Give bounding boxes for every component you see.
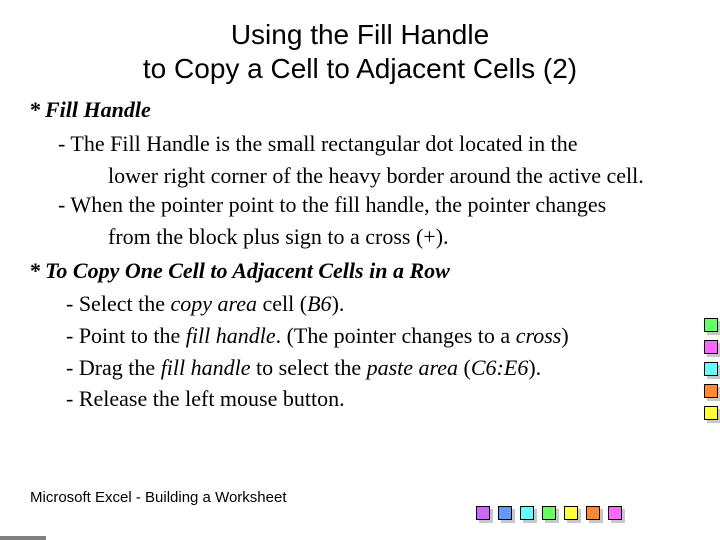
step-line: - Drag the fill handle to select the pas… [45,353,690,383]
slide-title: Using the Fill Handle to Copy a Cell to … [30,18,690,85]
slide: Using the Fill Handle to Copy a Cell to … [0,0,720,540]
text: lower right corner of the heavy border a… [108,163,644,188]
topic-head: Fill Handle [45,97,151,122]
bullet-icon: * [30,97,41,122]
topic-head: To Copy One Cell to Adjacent Cells in a … [45,258,450,283]
text-italic: copy area [170,291,257,316]
step-line: - Release the left mouse button. [45,384,690,414]
text: . (The pointer changes to a [276,323,516,348]
text: - Release the left mouse button. [66,386,345,411]
body-line: lower right corner of the heavy border a… [30,161,690,191]
deco-square-icon [704,318,720,334]
text: ) [561,323,568,348]
text: ( [458,355,471,380]
text-italic: fill handle [161,355,251,380]
text: - When the pointer point to the fill han… [58,192,606,217]
deco-square-icon [704,340,720,356]
slide-content: *Fill Handle - The Fill Handle is the sm… [30,95,690,414]
body-line: - When the pointer point to the fill han… [45,190,690,220]
text: from the block plus sign to a cross (+). [108,224,449,249]
text-italic: fill handle [186,323,276,348]
bullet-icon: * [30,258,41,283]
text: - Drag the [66,355,161,380]
text: cell ( [257,291,307,316]
text: - Select the [66,291,170,316]
deco-square-icon [564,506,580,522]
deco-squares-right [704,318,720,422]
text: ). [332,291,345,316]
deco-square-icon [498,506,514,522]
step-line: - Select the copy area cell (B6). [45,289,690,319]
body-line: from the block plus sign to a cross (+). [30,222,690,252]
text-italic: cross [516,323,562,348]
footer-text: Microsoft Excel - Building a Worksheet [30,489,287,506]
step-line: - Point to the fill handle. (The pointer… [45,321,690,351]
deco-square-icon [608,506,624,522]
text: - The Fill Handle is the small rectangul… [58,131,578,156]
deco-square-icon [520,506,536,522]
deco-square-icon [542,506,558,522]
text-italic: paste area [367,355,458,380]
cell-ref: B6 [307,291,331,316]
text: to select the [251,355,367,380]
topic-copy-one-cell: *To Copy One Cell to Adjacent Cells in a… [30,256,690,286]
deco-square-icon [586,506,602,522]
deco-square-icon [476,506,492,522]
deco-square-icon [704,384,720,400]
bottom-bar [0,536,46,540]
deco-squares-bottom [476,506,624,522]
cell-ref: C6:E6 [471,355,528,380]
deco-square-icon [704,362,720,378]
text: - Point to the [66,323,186,348]
deco-square-icon [704,406,720,422]
body-line: - The Fill Handle is the small rectangul… [45,129,690,159]
topic-fill-handle: *Fill Handle [30,95,690,125]
title-line-1: Using the Fill Handle [30,18,690,52]
text: ). [528,355,541,380]
title-line-2: to Copy a Cell to Adjacent Cells (2) [30,52,690,86]
